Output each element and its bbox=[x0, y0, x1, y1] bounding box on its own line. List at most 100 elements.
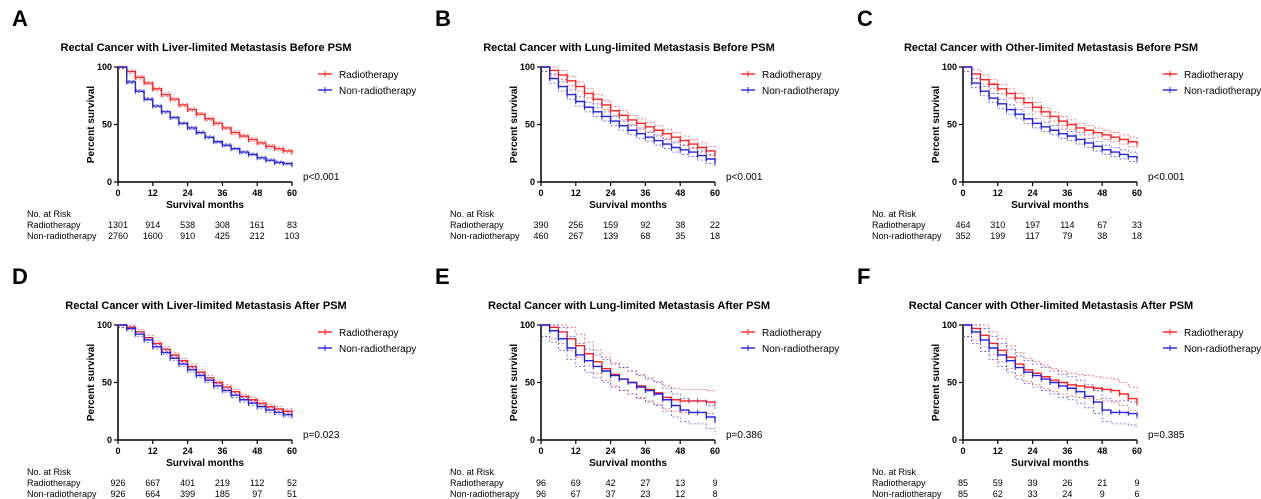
risk-count: 390 bbox=[533, 220, 548, 230]
ci-upper-radiotherapy bbox=[963, 66, 1138, 140]
x-tick-label: 48 bbox=[252, 188, 262, 198]
x-tick-label: 60 bbox=[710, 446, 720, 456]
x-tick-label: 0 bbox=[115, 446, 120, 456]
chart-panel-d: D Rectal Cancer with Liver-limited Metast… bbox=[12, 264, 416, 499]
ci-upper-non-radiotherapy bbox=[541, 324, 716, 409]
x-tick-label: 0 bbox=[538, 446, 543, 456]
x-tick-label: 36 bbox=[1062, 188, 1072, 198]
risk-count: 67 bbox=[1097, 220, 1107, 230]
legend-label: Non-radiotherapy bbox=[1184, 86, 1261, 97]
x-axis-label: Survival months bbox=[166, 200, 244, 211]
risk-count: 69 bbox=[571, 478, 581, 488]
ci-lower-non-radiotherapy bbox=[541, 336, 716, 432]
x-tick-label: 36 bbox=[217, 188, 227, 198]
risk-row-label: Radiotherapy bbox=[450, 220, 504, 230]
y-tick-label: 50 bbox=[947, 378, 957, 388]
risk-count: 39 bbox=[1028, 478, 1038, 488]
legend-label: Non-radiotherapy bbox=[339, 86, 416, 97]
risk-count: 24 bbox=[1062, 489, 1072, 499]
x-tick-label: 12 bbox=[148, 446, 158, 456]
panel-letter: F bbox=[857, 264, 870, 289]
ci-upper-non-radiotherapy bbox=[118, 324, 293, 414]
risk-count: 114 bbox=[1060, 220, 1074, 230]
risk-row-label: Non-radiotherapy bbox=[27, 489, 97, 499]
risk-count: 538 bbox=[180, 220, 195, 230]
y-axis-label: Percent survival bbox=[509, 86, 520, 163]
risk-count: 212 bbox=[250, 231, 265, 241]
risk-count: 52 bbox=[287, 478, 297, 488]
y-tick-label: 50 bbox=[947, 120, 957, 130]
p-value: p=0.386 bbox=[726, 430, 763, 441]
legend-label: Non-radiotherapy bbox=[762, 86, 839, 97]
risk-count: 401 bbox=[180, 478, 195, 488]
risk-count: 352 bbox=[955, 231, 970, 241]
panel-letter: D bbox=[12, 264, 28, 289]
x-tick-label: 60 bbox=[287, 446, 297, 456]
risk-row-label: Non-radiotherapy bbox=[872, 231, 942, 241]
x-tick-label: 36 bbox=[217, 446, 227, 456]
chart-panel-f: F Rectal Cancer with Other-limited Metast… bbox=[857, 264, 1261, 499]
risk-table-header: No. at Risk bbox=[450, 467, 495, 477]
risk-row-label: Non-radiotherapy bbox=[450, 231, 520, 241]
risk-count: 79 bbox=[1062, 231, 1072, 241]
y-tick-label: 100 bbox=[97, 62, 112, 72]
y-tick-label: 50 bbox=[102, 378, 112, 388]
risk-count: 18 bbox=[710, 231, 720, 241]
legend-label: Radiotherapy bbox=[762, 328, 821, 339]
chart-title: Rectal Cancer with Other-limited Metasta… bbox=[904, 42, 1198, 54]
risk-count: 83 bbox=[287, 220, 297, 230]
risk-count: 26 bbox=[1062, 478, 1072, 488]
risk-count: 1600 bbox=[143, 231, 163, 241]
risk-count: 13 bbox=[675, 478, 685, 488]
x-tick-label: 0 bbox=[538, 188, 543, 198]
x-tick-label: 60 bbox=[710, 188, 720, 198]
risk-count: 23 bbox=[640, 489, 650, 499]
risk-count: 22 bbox=[710, 220, 720, 230]
y-tick-label: 100 bbox=[942, 320, 957, 330]
risk-count: 161 bbox=[250, 220, 265, 230]
x-axis-label: Survival months bbox=[589, 458, 667, 469]
chart-title: Rectal Cancer with Lung-limited Metastas… bbox=[483, 42, 775, 54]
chart-panel-c: C Rectal Cancer with Other-limited Metast… bbox=[857, 6, 1261, 241]
x-tick-label: 60 bbox=[287, 188, 297, 198]
risk-row-label: Non-radiotherapy bbox=[450, 489, 520, 499]
x-tick-label: 48 bbox=[1097, 446, 1107, 456]
risk-count: 219 bbox=[215, 478, 230, 488]
chart-title: Rectal Cancer with Liver-limited Metasta… bbox=[61, 42, 352, 54]
x-tick-label: 0 bbox=[960, 446, 965, 456]
risk-count: 267 bbox=[568, 231, 583, 241]
risk-table-header: No. at Risk bbox=[872, 467, 917, 477]
legend-label: Non-radiotherapy bbox=[339, 344, 416, 355]
risk-row-label: Radiotherapy bbox=[872, 220, 926, 230]
legend-label: Radiotherapy bbox=[339, 70, 398, 81]
x-tick-label: 60 bbox=[1132, 446, 1142, 456]
x-tick-label: 36 bbox=[1062, 446, 1072, 456]
x-tick-label: 48 bbox=[1097, 188, 1107, 198]
y-tick-label: 0 bbox=[952, 177, 957, 187]
p-value: p<0.001 bbox=[726, 172, 763, 183]
risk-row-label: Non-radiotherapy bbox=[27, 231, 97, 241]
risk-table-header: No. at Risk bbox=[872, 209, 917, 219]
x-tick-label: 24 bbox=[606, 188, 616, 198]
ci-upper-radiotherapy bbox=[963, 324, 1138, 392]
chart-panel-b: B Rectal Cancer with Lung-limited Metasta… bbox=[435, 6, 839, 241]
risk-count: 67 bbox=[571, 489, 581, 499]
y-tick-label: 50 bbox=[525, 120, 535, 130]
risk-count: 27 bbox=[640, 478, 650, 488]
risk-count: 8 bbox=[712, 489, 717, 499]
risk-count: 310 bbox=[990, 220, 1005, 230]
risk-count: 117 bbox=[1025, 231, 1039, 241]
ci-upper-non-radiotherapy bbox=[963, 324, 1138, 405]
risk-count: 464 bbox=[955, 220, 970, 230]
risk-count: 6 bbox=[1134, 489, 1139, 499]
risk-count: 159 bbox=[603, 220, 618, 230]
x-tick-label: 36 bbox=[640, 446, 650, 456]
risk-count: 21 bbox=[1097, 478, 1107, 488]
risk-count: 9 bbox=[1134, 478, 1139, 488]
risk-count: 38 bbox=[1097, 231, 1107, 241]
panel-letter: B bbox=[435, 6, 451, 31]
legend-label: Radiotherapy bbox=[1184, 328, 1243, 339]
x-tick-label: 12 bbox=[993, 188, 1003, 198]
